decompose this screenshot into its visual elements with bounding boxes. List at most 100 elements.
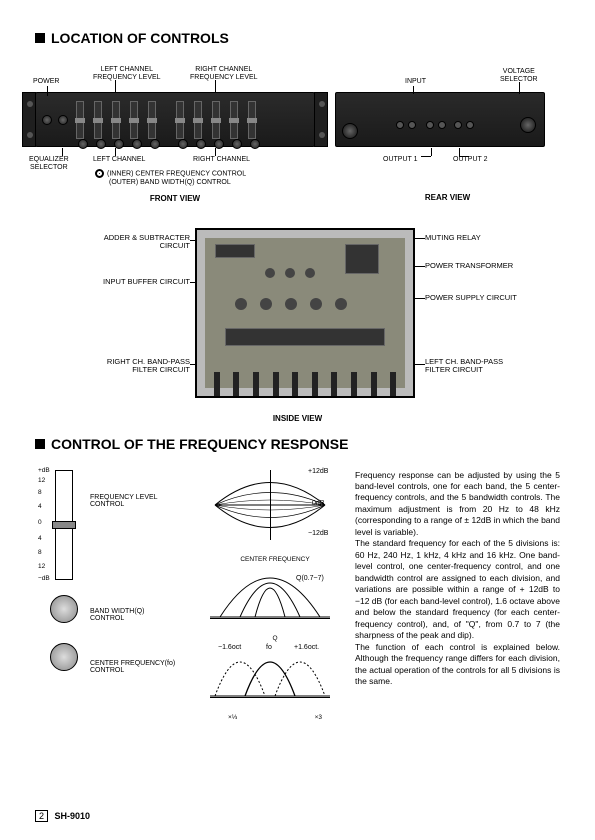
slider xyxy=(76,101,84,139)
rack-ear-right xyxy=(314,92,328,147)
slider xyxy=(130,101,138,139)
cf-knob xyxy=(150,139,160,149)
cap xyxy=(305,268,315,278)
pcb xyxy=(205,238,405,388)
rear-knob xyxy=(342,123,358,139)
scale: 12 xyxy=(38,563,45,570)
lead xyxy=(115,80,116,92)
cfr-row: +dB 12 8 4 0 4 8 12 −dB FREQUENCY LEVEL … xyxy=(35,470,560,721)
label-out1: OUTPUT 1 xyxy=(383,156,418,164)
curve-cf-cap: CENTER FREQUENCY xyxy=(210,556,340,563)
scale: +dB xyxy=(38,467,50,474)
concentric-icon xyxy=(95,169,104,178)
cap xyxy=(285,268,295,278)
legend-outer: (OUTER) BAND WIDTH(Q) CONTROL xyxy=(109,179,231,186)
lbl-r: +1.6oct. xyxy=(294,644,319,652)
rear-panel xyxy=(335,92,545,147)
lbl-lo: −12dB xyxy=(308,530,328,538)
output-jack xyxy=(426,121,434,129)
lead xyxy=(47,86,48,96)
curve-q: Q(0.7~7) xyxy=(210,569,330,619)
section-title-location: LOCATION OF CONTROLS xyxy=(35,30,560,46)
section-title-text: CONTROL OF THE FREQUENCY RESPONSE xyxy=(51,436,348,452)
label-freq-level: FREQUENCY LEVEL CONTROL xyxy=(90,494,158,508)
cf-knob xyxy=(96,139,106,149)
scale: 0 xyxy=(38,519,42,526)
slider xyxy=(212,101,220,139)
cap xyxy=(265,268,275,278)
scale: 8 xyxy=(38,489,42,496)
front-caption: FRONT VIEW xyxy=(35,194,315,203)
lead xyxy=(413,86,414,94)
input-jack xyxy=(408,121,416,129)
scale: 4 xyxy=(38,535,42,542)
label-left-freq: LEFT CHANNEL FREQUENCY LEVEL xyxy=(93,66,161,81)
chip xyxy=(225,328,385,346)
label-ptrans: POWER TRANSFORMER xyxy=(425,262,513,270)
label-out2: OUTPUT 2 xyxy=(453,156,488,164)
cap xyxy=(310,298,322,310)
label-mute: MUTING RELAY xyxy=(425,234,481,242)
label-adder: ADDER & SUBTRACTER CIRCUIT xyxy=(104,234,190,251)
curve-cf: +12dB 0dB −12dB xyxy=(210,470,330,540)
lead xyxy=(459,156,469,157)
label-eq-sel: EQUALIZER SELECTOR xyxy=(29,156,69,171)
label-left-ch: LEFT CHANNEL xyxy=(93,156,145,164)
cap xyxy=(285,298,297,310)
transformer xyxy=(345,244,379,274)
model-number: SH-9010 xyxy=(55,811,91,821)
front-extra-legend: (INNER) CENTER FREQUENCY CONTROL (OUTER)… xyxy=(95,169,315,188)
section-title-text: LOCATION OF CONTROLS xyxy=(51,30,229,46)
slider xyxy=(194,101,202,139)
cfr-mid-curves: +12dB 0dB −12dB CENTER FREQUENCY Q(0.7~7… xyxy=(210,470,340,721)
label-cf: CENTER FREQUENCY(fo) CONTROL xyxy=(90,660,175,674)
rear-caption: REAR VIEW xyxy=(335,193,560,202)
front-panel xyxy=(35,92,315,147)
front-view-block: POWER LEFT CHANNEL FREQUENCY LEVEL RIGHT… xyxy=(35,64,315,203)
bandwidth-dial xyxy=(50,595,78,623)
page-footer: 2 SH-9010 xyxy=(35,810,90,822)
label-input: INPUT xyxy=(405,78,426,86)
section-title-cfr: CONTROL OF THE FREQUENCY RESPONSE xyxy=(35,436,560,452)
lbl-c: fo xyxy=(266,644,272,652)
output-jack xyxy=(454,121,462,129)
lead xyxy=(62,148,63,156)
lbl-q: Q(0.7~7) xyxy=(296,575,324,583)
label-power: POWER xyxy=(33,78,59,86)
inside-sliders xyxy=(197,372,413,398)
xl: ×⅓ xyxy=(228,714,237,721)
page-number: 2 xyxy=(35,810,48,822)
scale: 4 xyxy=(38,503,42,510)
lbl-hi: +12dB xyxy=(308,468,328,476)
lead xyxy=(215,148,216,156)
label-right-freq: RIGHT CHANNEL FREQUENCY LEVEL xyxy=(190,66,258,81)
cf-knob xyxy=(250,139,260,149)
inside-box xyxy=(195,228,415,398)
inside-view-block: ADDER & SUBTRACTER CIRCUIT INPUT BUFFER … xyxy=(35,218,560,418)
label-lbp: LEFT CH. BAND-PASS FILTER CIRCUIT xyxy=(425,358,503,375)
lead xyxy=(421,156,431,157)
slider xyxy=(176,101,184,139)
voltage-selector-knob xyxy=(520,117,536,133)
curve-fo-x: ×⅓ ×3 xyxy=(210,714,340,721)
scale: 8 xyxy=(38,549,42,556)
label-inbuf: INPUT BUFFER CIRCUIT xyxy=(103,278,190,286)
curve-fo: −1.6oct fo +1.6oct. xyxy=(210,648,330,698)
cap xyxy=(335,298,347,310)
eq-selector-knob xyxy=(58,115,68,125)
lead xyxy=(519,82,520,94)
xr: ×3 xyxy=(315,714,322,721)
scale: 12 xyxy=(38,477,45,484)
label-bw: BAND WIDTH(Q) CONTROL xyxy=(90,608,144,622)
cf-knob xyxy=(132,139,142,149)
center-freq-dial xyxy=(50,643,78,671)
lead xyxy=(215,80,216,92)
power-knob xyxy=(42,115,52,125)
output-jack xyxy=(466,121,474,129)
lbl-mid: 0dB xyxy=(312,500,324,508)
cf-knob xyxy=(178,139,188,149)
cf-knob xyxy=(78,139,88,149)
input-jack xyxy=(396,121,404,129)
cap xyxy=(260,298,272,310)
slider xyxy=(94,101,102,139)
